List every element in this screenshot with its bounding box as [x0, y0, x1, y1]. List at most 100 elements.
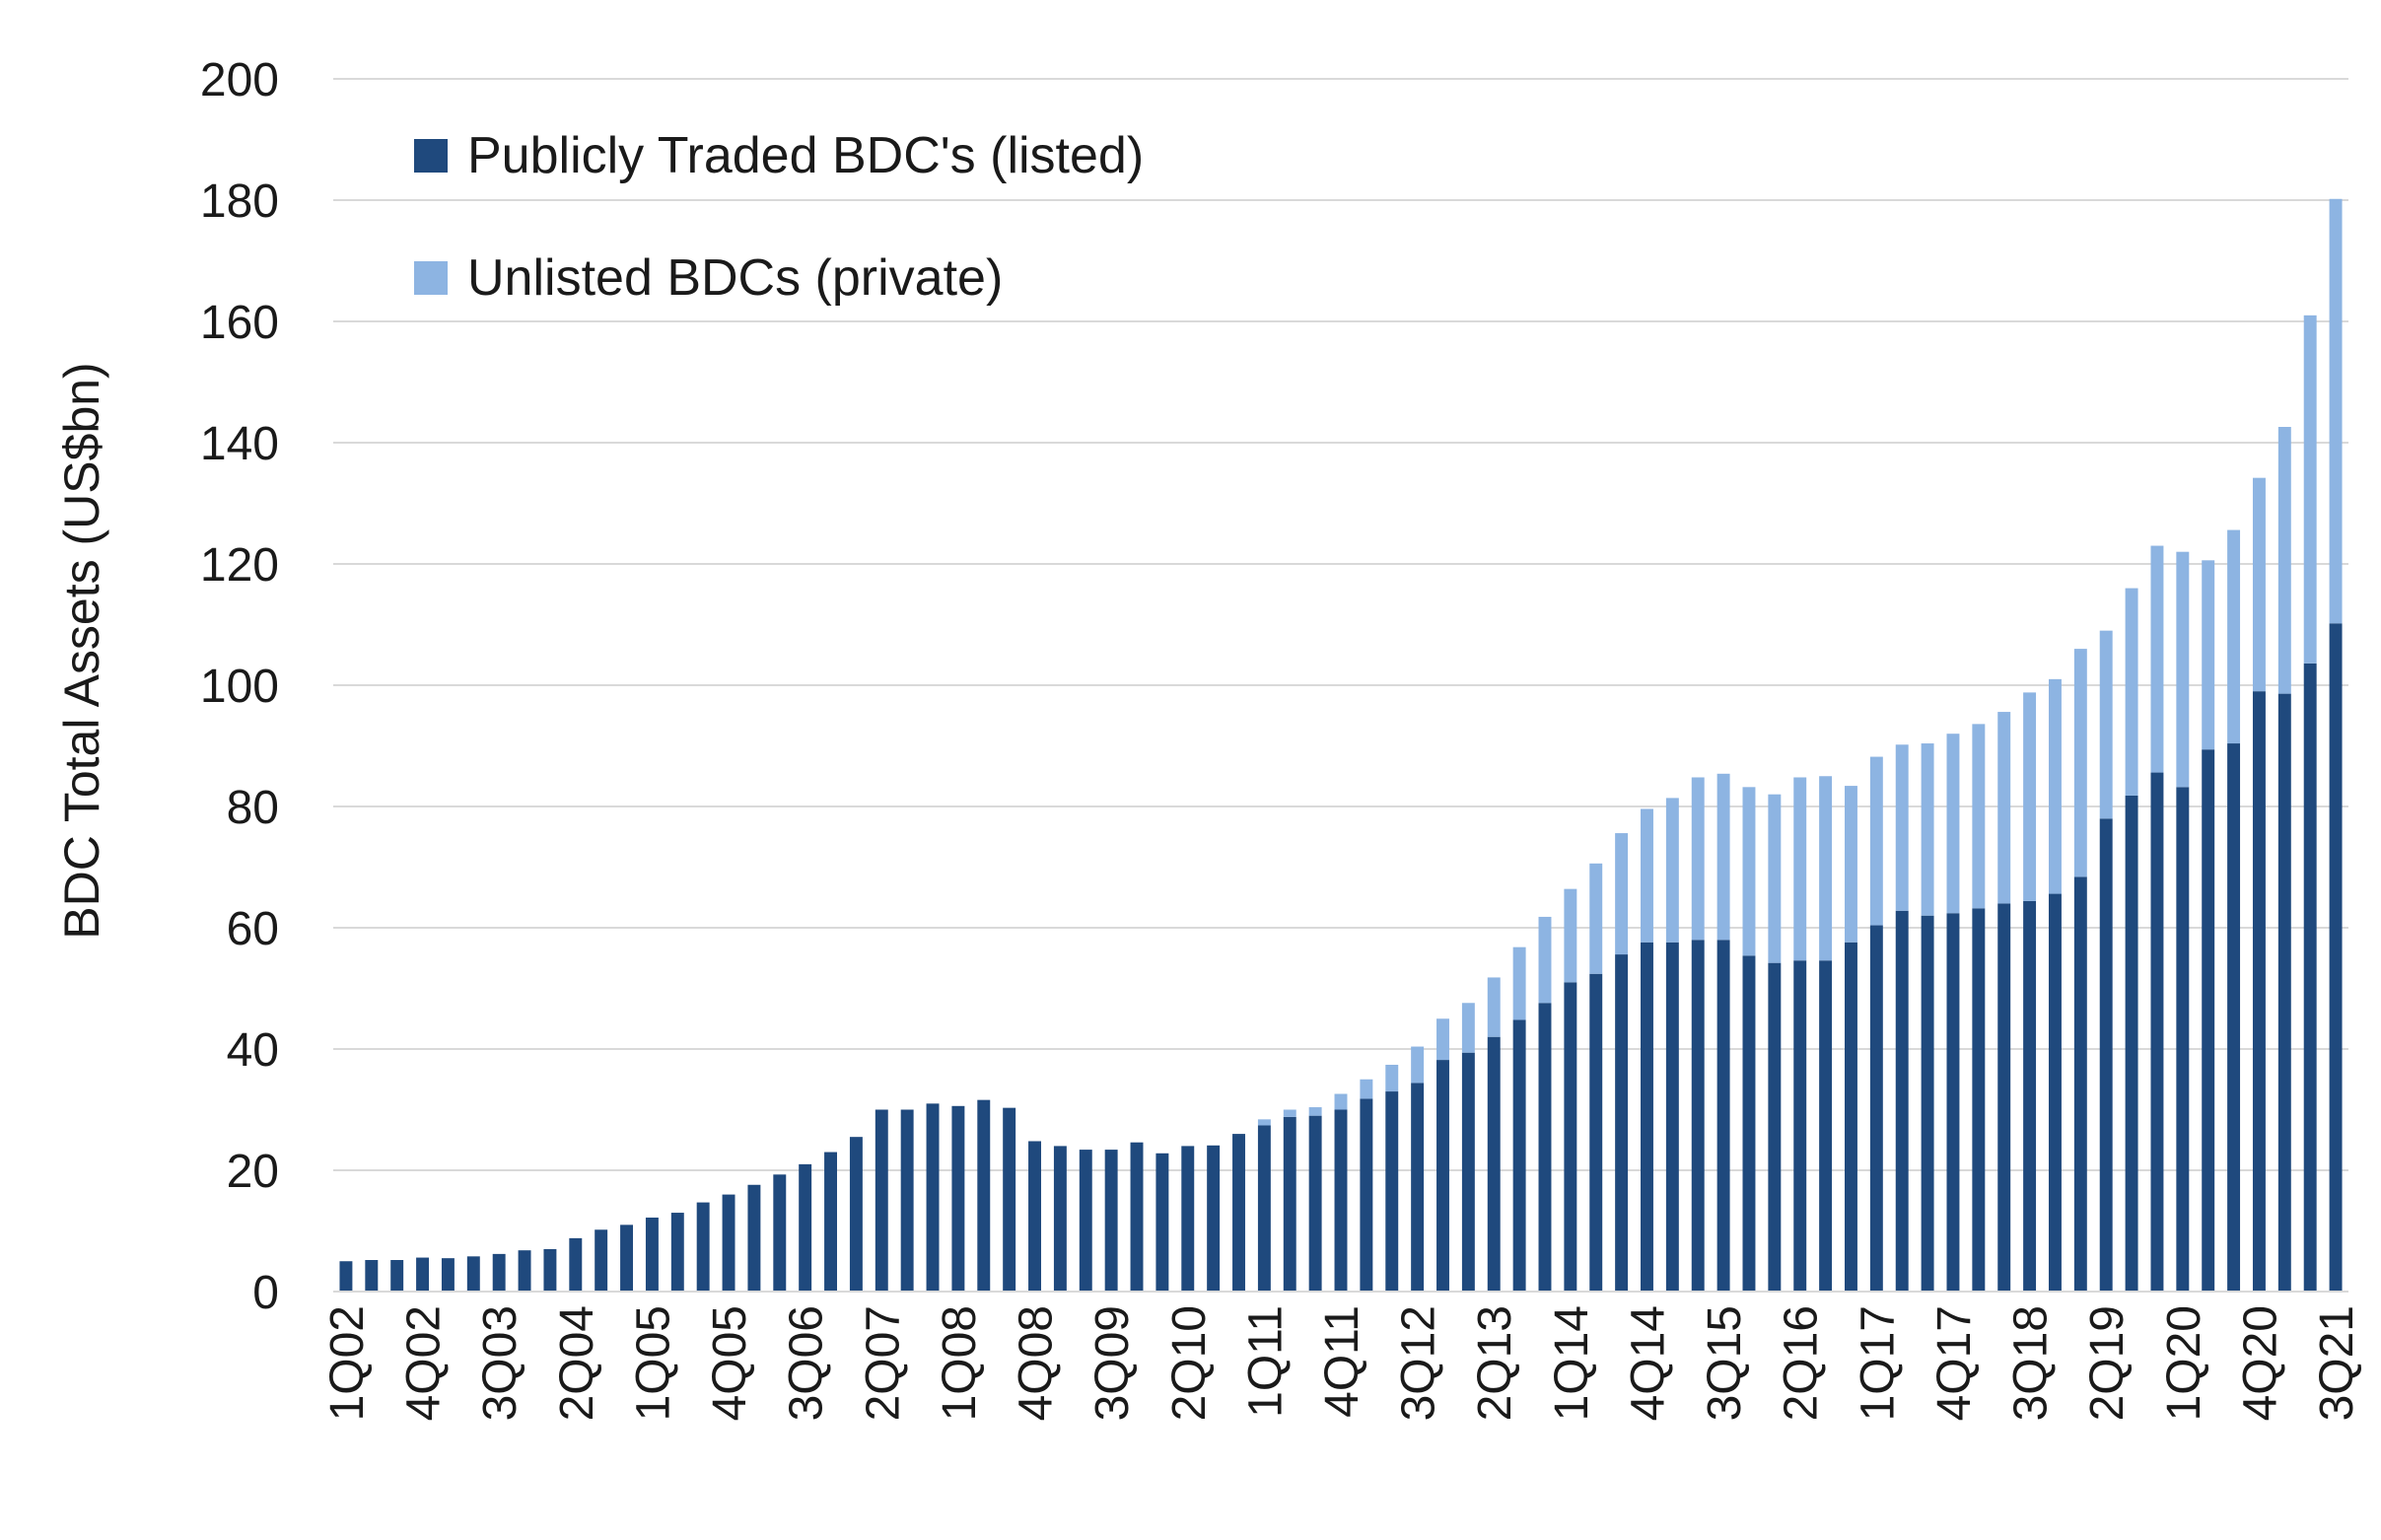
legend-swatch-unlisted — [414, 261, 448, 295]
bar-listed — [1308, 1115, 1322, 1292]
bar-unlisted — [2329, 198, 2343, 624]
bar-unlisted — [2303, 315, 2317, 664]
bar-unlisted — [1411, 1046, 1425, 1084]
bar-listed — [2099, 818, 2113, 1292]
bar-listed — [492, 1253, 506, 1292]
bar-listed — [1768, 962, 1782, 1292]
bar-unlisted — [1895, 744, 1909, 911]
x-tick-label: 2Q13 — [1469, 1305, 1521, 1421]
bar-listed — [1641, 942, 1653, 1292]
x-tick-label: 3Q18 — [2005, 1305, 2058, 1421]
bar-listed — [1436, 1060, 1449, 1292]
bar-listed — [1589, 973, 1603, 1292]
bar-unlisted — [1308, 1107, 1322, 1116]
x-tick-label: 4Q02 — [398, 1305, 451, 1421]
bar-listed — [1155, 1153, 1169, 1292]
bar-unlisted — [1589, 863, 1603, 974]
bar-unlisted — [1793, 777, 1807, 961]
bar-unlisted — [2073, 649, 2087, 877]
bar-unlisted — [1283, 1109, 1296, 1117]
y-tick-label: 140 — [200, 418, 279, 470]
x-tick-label: 3Q03 — [474, 1305, 526, 1421]
gridlines — [333, 78, 2348, 1171]
bar-listed — [1615, 954, 1629, 1292]
bar-listed — [951, 1105, 965, 1292]
bar-listed — [2023, 900, 2037, 1292]
y-tick-label: 200 — [200, 54, 279, 106]
bar-unlisted — [1845, 786, 1857, 943]
bar-unlisted — [1538, 916, 1552, 1004]
bar-listed — [2329, 623, 2343, 1292]
bar-unlisted — [1665, 798, 1679, 943]
bar-listed — [1895, 910, 1909, 1292]
bar-unlisted — [1564, 888, 1577, 983]
bar-listed — [645, 1217, 659, 1292]
bar-listed — [2048, 893, 2062, 1292]
bar-unlisted — [2150, 545, 2164, 773]
bar-listed — [1385, 1091, 1399, 1292]
bar-listed — [849, 1137, 863, 1292]
x-tick-label: 1Q02 — [321, 1305, 374, 1421]
bar-listed — [1538, 1003, 1552, 1292]
bar-unlisted — [1360, 1079, 1373, 1099]
x-tick-label: 4Q20 — [2234, 1305, 2286, 1421]
y-tick-label: 100 — [200, 661, 279, 713]
y-tick-label: 160 — [200, 297, 279, 349]
bar-listed — [1104, 1150, 1118, 1292]
bar-unlisted — [1768, 794, 1782, 963]
x-tick-label: 2Q10 — [1163, 1305, 1216, 1421]
bar-unlisted — [2048, 678, 2062, 894]
x-tick-label: 2Q16 — [1776, 1305, 1828, 1421]
bar-listed — [1564, 982, 1577, 1292]
bar-listed — [518, 1250, 531, 1292]
y-tick-label: 180 — [200, 175, 279, 228]
x-tick-label: 1Q14 — [1546, 1305, 1598, 1421]
bar-listed — [2073, 876, 2087, 1292]
bar-unlisted — [1512, 946, 1526, 1020]
bar-listed — [2202, 749, 2215, 1292]
bar-listed — [416, 1257, 430, 1292]
bar-listed — [1716, 940, 1730, 1292]
bar-unlisted — [1487, 977, 1501, 1037]
bar-listed — [390, 1260, 404, 1292]
bar-listed — [1742, 955, 1756, 1292]
bar-listed — [1232, 1134, 1245, 1292]
bar-listed — [2176, 787, 2190, 1292]
bar-listed — [1181, 1146, 1195, 1292]
bar-listed — [747, 1184, 761, 1292]
bar-listed — [875, 1109, 888, 1292]
bar-unlisted — [2227, 529, 2241, 744]
bar-unlisted — [2202, 560, 2215, 750]
bar-listed — [977, 1099, 991, 1292]
y-tick-label: 0 — [252, 1267, 279, 1319]
x-tick-label: 1Q20 — [2158, 1305, 2210, 1421]
bar-listed — [2125, 795, 2138, 1292]
bar-listed — [1207, 1145, 1221, 1292]
bars — [339, 198, 2343, 1292]
bar-listed — [1845, 942, 1857, 1292]
x-tick-label: 4Q08 — [1011, 1305, 1063, 1421]
x-tick-label: 4Q05 — [704, 1305, 756, 1421]
bar-unlisted — [1385, 1064, 1399, 1092]
bar-listed — [1283, 1116, 1296, 1292]
bar-unlisted — [2277, 427, 2291, 694]
bar-listed — [1079, 1150, 1092, 1292]
legend-label-listed: Publicly Traded BDC's (listed) — [467, 127, 1145, 184]
bar-unlisted — [2252, 477, 2266, 692]
bar-unlisted — [2023, 692, 2037, 901]
bar-listed — [543, 1248, 557, 1292]
x-tick-label: 1Q05 — [627, 1305, 679, 1421]
y-tick-label: 80 — [227, 782, 279, 834]
bar-listed — [1487, 1036, 1501, 1292]
bar-listed — [1003, 1107, 1016, 1292]
x-tick-label: 2Q04 — [551, 1305, 603, 1421]
bar-listed — [365, 1260, 379, 1292]
bar-listed — [1691, 940, 1705, 1292]
bar-listed — [595, 1229, 608, 1292]
bar-unlisted — [2099, 630, 2113, 819]
bar-listed — [1411, 1083, 1425, 1292]
bar-listed — [2277, 693, 2291, 1292]
bar-listed — [926, 1103, 940, 1292]
x-tick-label: 3Q06 — [781, 1305, 833, 1421]
bar-unlisted — [1257, 1119, 1271, 1126]
